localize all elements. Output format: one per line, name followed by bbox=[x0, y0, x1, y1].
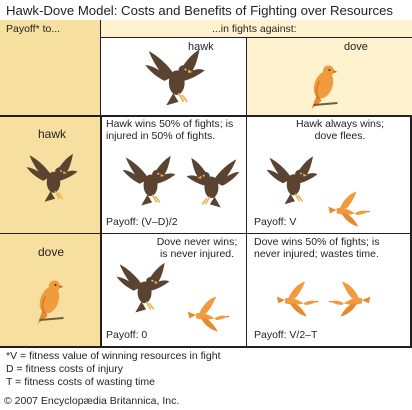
row-hawk-label: hawk bbox=[38, 127, 66, 141]
hawk-column-illustration bbox=[140, 45, 210, 115]
footnotes: *V = fitness value of winning resources … bbox=[6, 350, 221, 389]
col-dove-label: dove bbox=[344, 41, 368, 53]
hawk-vs-hawk-left-hawk bbox=[118, 148, 180, 218]
footnote-v: *V = fitness value of winning resources … bbox=[6, 350, 221, 363]
dove-hawk-fleeing-dove bbox=[180, 295, 238, 335]
fights-against-label: ...in fights against: bbox=[212, 23, 297, 35]
copyright-notice: © 2007 Encyclopædia Britannica, Inc. bbox=[4, 395, 179, 407]
hawk-dove-fleeing-dove bbox=[322, 190, 377, 230]
hawk-dove-hawk bbox=[262, 150, 322, 215]
dove-dove-description: Dove wins 50% of fights; is never injure… bbox=[254, 236, 406, 260]
grid-line bbox=[100, 37, 412, 38]
hawk-row-illustration bbox=[22, 150, 82, 210]
dove-row-illustration bbox=[32, 275, 72, 325]
grid-line bbox=[0, 346, 412, 348]
dove-dove-payoff: Payoff: V/2–T bbox=[254, 329, 317, 341]
dove-column-illustration bbox=[306, 60, 346, 110]
dove-hawk-hawk bbox=[112, 255, 174, 325]
payoff-to-header-cell: Payoff* to... bbox=[0, 20, 100, 115]
grid-line bbox=[0, 115, 412, 117]
grid-line bbox=[0, 233, 412, 234]
figure-title: Hawk-Dove Model: Costs and Benefits of F… bbox=[6, 3, 393, 18]
dove-hawk-payoff: Payoff: 0 bbox=[106, 329, 147, 341]
footnote-d: D = fitness costs of injury bbox=[6, 363, 221, 376]
footnote-t: T = fitness costs of wasting time bbox=[6, 376, 221, 389]
grid-line bbox=[100, 115, 102, 347]
grid-line bbox=[246, 37, 247, 346]
payoff-to-label: Payoff* to... bbox=[6, 23, 60, 35]
row-dove-label: dove bbox=[38, 245, 64, 259]
dove-dove-left-dove bbox=[268, 280, 328, 320]
hawk-dove-payoff: Payoff: V bbox=[254, 216, 296, 228]
hawk-dove-description: Hawk always wins; dove flees. bbox=[290, 118, 390, 142]
hawk-vs-hawk-right-hawk bbox=[182, 150, 244, 220]
hawk-hawk-description: Hawk wins 50% of fights; is injured in 5… bbox=[106, 118, 244, 142]
dove-dove-right-dove bbox=[320, 280, 380, 320]
